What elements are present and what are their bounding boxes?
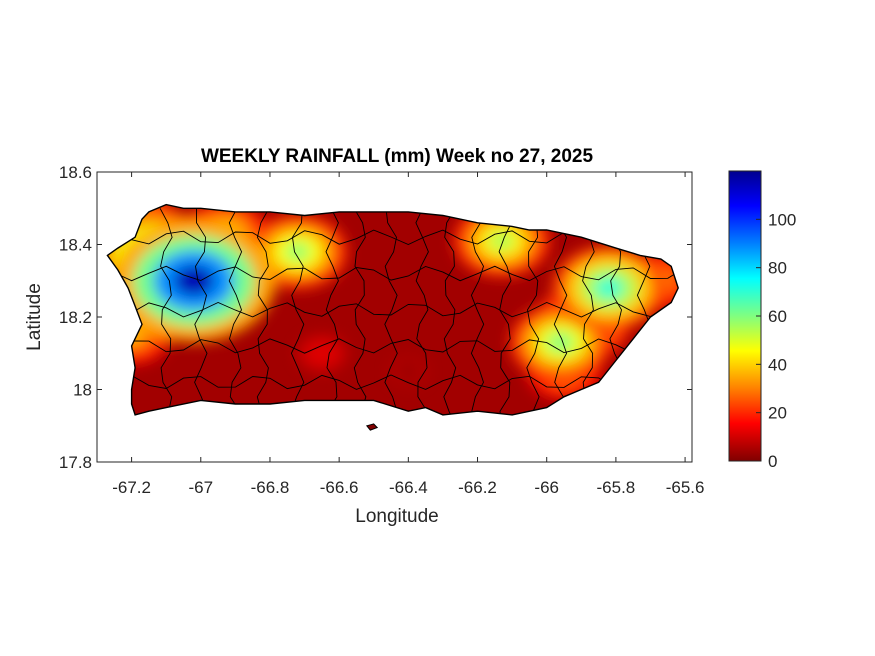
rain-cell: [315, 348, 329, 358]
municipality-boundary: [114, 265, 679, 282]
colorbar-tick-label: 80: [768, 259, 787, 278]
x-tick-label: -67.2: [112, 478, 151, 497]
municipality-boundary: [384, 208, 398, 415]
y-axis-label: Latitude: [24, 283, 45, 351]
colorbar-tick-label: 40: [768, 355, 787, 374]
rain-cell: [285, 242, 311, 262]
x-tick-label: -65.8: [597, 478, 636, 497]
rain-cell: [594, 277, 624, 299]
colorbar-tick-label: 60: [768, 307, 787, 326]
map-title: WEEKLY RAINFALL (mm) Week no 27, 2025: [201, 146, 594, 167]
municipality-boundary: [290, 208, 305, 415]
y-tick-label: 18.2: [59, 308, 92, 327]
municipality-boundary: [228, 208, 243, 415]
municipality-boundary: [159, 208, 173, 415]
y-tick-label: 18.6: [59, 163, 92, 182]
y-axis-ticks: 17.8 18 18.2 18.4 18.6: [59, 163, 692, 472]
municipality-boundary: [114, 338, 679, 354]
rain-cell: [403, 367, 414, 375]
x-axis-label: Longitude: [355, 506, 438, 527]
municipality-boundary: [443, 208, 457, 415]
colorbar-ticks: 0 20 40 60 80 100: [756, 210, 796, 471]
x-tick-label: -67: [188, 478, 213, 497]
x-tick-label: -66.4: [389, 478, 428, 497]
island-coastline: [106, 203, 679, 416]
x-axis-ticks: -67.2 -67 -66.8 -66.6 -66.4 -66.2 -66 -65.8 -65.…: [112, 172, 704, 497]
municipality-boundary: [415, 208, 429, 415]
x-tick-label: -66.6: [320, 478, 359, 497]
colorbar-tick-label: 100: [768, 210, 796, 229]
municipality-boundary: [553, 208, 568, 415]
colorbar: [728, 170, 762, 462]
municipality-boundary: [470, 208, 485, 415]
municipality-boundary: [498, 208, 512, 415]
x-tick-label: -66: [534, 478, 559, 497]
caja-de-muertos-island: [365, 423, 379, 431]
colorbar-tick-label: 20: [768, 404, 787, 423]
colorbar-tick-label: 0: [768, 452, 777, 471]
municipality-boundary: [256, 208, 270, 415]
y-tick-label: 18.4: [59, 236, 92, 255]
rain-cell: [489, 231, 514, 250]
municipality-boundary: [194, 208, 208, 415]
x-tick-label: -65.6: [666, 478, 705, 497]
rain-cell: [173, 265, 215, 296]
municipality-boundary: [325, 208, 339, 415]
x-tick-label: -66.8: [251, 478, 290, 497]
x-tick-label: -66.2: [458, 478, 497, 497]
municipality-boundary: [526, 208, 540, 415]
municipality-boundary: [114, 302, 679, 318]
municipality-boundary: [114, 374, 679, 390]
y-tick-label: 17.8: [59, 453, 92, 472]
municipality-boundary: [353, 208, 367, 415]
y-tick-label: 18: [73, 381, 92, 400]
